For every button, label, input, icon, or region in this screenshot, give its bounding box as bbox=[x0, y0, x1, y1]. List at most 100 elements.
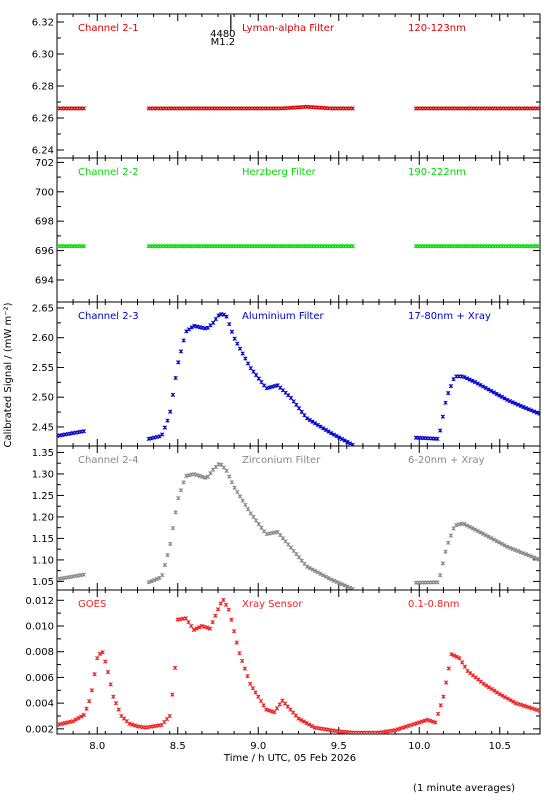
data-point bbox=[531, 409, 537, 414]
data-point bbox=[464, 376, 470, 381]
band-label: 190-222nm bbox=[408, 167, 466, 178]
data-point bbox=[454, 654, 459, 660]
data-point bbox=[518, 403, 523, 409]
y-tick-label: 1.30 bbox=[32, 469, 54, 480]
channel-label: Channel 2-3 bbox=[78, 311, 139, 322]
data-point bbox=[304, 720, 309, 726]
data-point bbox=[116, 707, 121, 712]
data-point bbox=[486, 534, 491, 539]
data-point bbox=[467, 377, 472, 382]
data-point bbox=[508, 697, 513, 703]
data-point bbox=[151, 577, 157, 583]
y-tick-label: 6.30 bbox=[32, 50, 54, 61]
data-point bbox=[87, 699, 92, 704]
y-tick-label: 702 bbox=[35, 158, 54, 169]
data-point bbox=[502, 543, 507, 548]
y-tick-label: 2.55 bbox=[32, 363, 54, 374]
filter-label: Xray Sensor bbox=[242, 599, 303, 610]
data-point bbox=[537, 244, 540, 249]
data-point bbox=[350, 106, 355, 111]
data-point bbox=[310, 567, 315, 572]
data-point bbox=[342, 583, 347, 588]
data-point bbox=[310, 419, 315, 424]
data-point bbox=[470, 526, 475, 531]
data-point bbox=[173, 375, 178, 381]
data-point bbox=[507, 398, 513, 404]
data-series bbox=[57, 597, 540, 734]
data-point bbox=[500, 693, 505, 698]
data-point bbox=[274, 706, 280, 711]
x-tick-label: 8.5 bbox=[170, 741, 186, 752]
data-point bbox=[248, 365, 253, 371]
x-tick-label: 9.0 bbox=[250, 741, 266, 752]
data-point bbox=[288, 395, 294, 401]
data-point bbox=[511, 699, 516, 704]
data-point bbox=[339, 582, 345, 587]
data-point bbox=[81, 106, 86, 111]
data-point bbox=[258, 698, 264, 704]
data-point bbox=[149, 579, 154, 584]
data-point bbox=[221, 312, 227, 317]
panel-3: 2.45 2.50 2.55 2.60 2.65 Channel 2-3 Aluminium… bbox=[32, 301, 541, 447]
data-point bbox=[347, 441, 353, 446]
channel-label: Channel 2-1 bbox=[78, 23, 139, 34]
data-point bbox=[229, 617, 234, 622]
data-point bbox=[165, 418, 170, 423]
data-point bbox=[245, 507, 251, 512]
data-point bbox=[89, 688, 95, 693]
data-point bbox=[73, 717, 78, 722]
data-point bbox=[191, 627, 197, 633]
data-point bbox=[494, 391, 499, 397]
band-label: 6-20nm + Xray bbox=[408, 455, 485, 466]
data-point bbox=[449, 652, 454, 657]
data-point bbox=[154, 576, 159, 582]
y-tick-label: 2.45 bbox=[32, 422, 54, 433]
data-point bbox=[318, 571, 323, 576]
y-axis-title: Calibrated Signal / (mW m⁻²) bbox=[3, 302, 14, 447]
data-point bbox=[301, 719, 307, 724]
data-point bbox=[529, 554, 534, 559]
data-point bbox=[345, 439, 350, 445]
data-point bbox=[515, 548, 521, 554]
data-point bbox=[213, 316, 219, 322]
data-point bbox=[350, 244, 355, 249]
data-point bbox=[505, 544, 510, 549]
data-point bbox=[478, 382, 483, 388]
data-point bbox=[237, 494, 243, 499]
x-tick-label: 8.0 bbox=[89, 741, 105, 752]
data-point bbox=[502, 396, 507, 401]
data-point bbox=[523, 552, 529, 557]
data-point bbox=[526, 553, 531, 558]
data-point bbox=[256, 694, 261, 699]
data-point bbox=[227, 321, 232, 327]
data-point bbox=[229, 480, 235, 485]
data-point bbox=[494, 690, 500, 695]
panel-1: 6.24 6.26 6.28 6.30 6.32 Channel 2-1 Lyman-alp… bbox=[32, 13, 541, 159]
data-point bbox=[172, 665, 178, 670]
data-point bbox=[497, 540, 502, 545]
data-point bbox=[162, 425, 168, 430]
x-tick-label: 10.0 bbox=[408, 741, 430, 752]
x-tick-label: 10.5 bbox=[489, 741, 511, 752]
data-point bbox=[250, 685, 256, 691]
data-point bbox=[111, 694, 116, 699]
event-id-label: 4480 bbox=[210, 29, 235, 40]
data-point bbox=[443, 400, 448, 405]
y-tick-label: 1.05 bbox=[32, 577, 54, 588]
data-point bbox=[218, 601, 223, 606]
data-point bbox=[440, 561, 446, 566]
y-tick-label: 0.004 bbox=[25, 699, 54, 710]
data-point bbox=[337, 580, 342, 586]
data-point bbox=[331, 578, 337, 583]
filter-label: Herzberg Filter bbox=[242, 167, 317, 178]
data-point bbox=[304, 564, 310, 569]
data-point bbox=[499, 541, 505, 547]
data-point bbox=[497, 691, 502, 697]
data-point bbox=[462, 664, 468, 669]
data-point bbox=[234, 640, 239, 645]
data-point bbox=[494, 538, 499, 544]
data-point bbox=[326, 575, 331, 581]
data-point bbox=[237, 651, 242, 656]
data-point bbox=[318, 424, 323, 429]
data-point bbox=[232, 336, 237, 341]
